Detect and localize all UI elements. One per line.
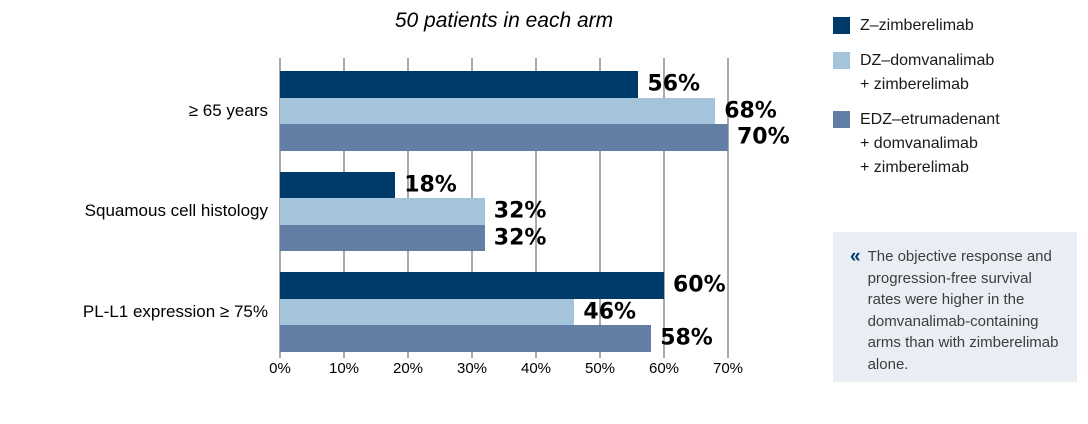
plot-area: 0% 10% 20% 30% 40% 50% 60% 70% 56% 68% 70% ≥ 65 yea…: [83, 58, 790, 377]
x-tick-label: 60%: [648, 360, 680, 377]
bar-value-label: 60%: [673, 272, 726, 298]
legend: Z–zimberelimab DZ–domvanalimab + zimbereli…: [833, 14, 1000, 191]
x-tick-label: 10%: [328, 360, 360, 377]
chart-title: 50 patients in each arm: [394, 9, 614, 32]
callout-box: « The objective response and progression…: [833, 232, 1077, 382]
bar: [280, 272, 664, 299]
bar-value-label: 18%: [404, 172, 457, 198]
legend-swatch-icon: [833, 52, 850, 69]
gridline: [599, 58, 601, 358]
x-tick-label: 30%: [456, 360, 488, 377]
bar: [280, 198, 485, 225]
x-tick-label: 70%: [712, 360, 744, 377]
quote-guillemet-icon: «: [850, 246, 861, 267]
bar-value-label: 46%: [583, 299, 637, 325]
x-tick-label: 50%: [584, 360, 616, 377]
legend-label-line: EDZ–etrumadenant: [860, 111, 1000, 128]
bar: [280, 325, 652, 352]
bar: [280, 124, 728, 151]
legend-label-line: DZ–domvanalimab: [860, 52, 995, 69]
legend-label-line: + zimberelimab: [860, 159, 969, 176]
bar-value-label: 32%: [493, 198, 547, 224]
bar-value-label: 68%: [724, 98, 777, 124]
legend-swatch-icon: [833, 17, 850, 34]
bar-value-label: 56%: [647, 71, 701, 97]
gridline: [663, 58, 665, 358]
x-tick-label: 40%: [520, 360, 552, 377]
category-label: ≥ 65 years: [188, 100, 268, 120]
legend-item: Z–zimberelimab: [833, 14, 1000, 38]
legend-item: DZ–domvanalimab + zimberelimab: [833, 49, 1000, 97]
bar-value-label: 58%: [660, 325, 713, 351]
gridline: [727, 58, 729, 358]
legend-label: DZ–domvanalimab + zimberelimab: [860, 49, 994, 97]
bar: [280, 298, 575, 325]
x-tick-label: 0%: [269, 360, 291, 377]
legend-label: Z–zimberelimab: [860, 14, 974, 38]
bar: [280, 97, 716, 124]
category-label: Squamous cell histology: [84, 201, 268, 221]
legend-label: EDZ–etrumadenant + domvanalimab + zimberel…: [860, 108, 1000, 180]
legend-swatch-icon: [833, 111, 850, 128]
bar: [280, 224, 485, 251]
x-tick-label: 20%: [392, 360, 424, 377]
callout-text: The objective response and progression-f…: [867, 248, 1059, 373]
bar: [280, 71, 639, 98]
category-label: PL-L1 expression ≥ 75%: [82, 301, 268, 321]
gridline: [535, 58, 537, 358]
legend-label-line: + domvanalimab: [860, 135, 978, 152]
legend-item: EDZ–etrumadenant + domvanalimab + zimberel…: [833, 108, 1000, 180]
legend-label-line: Z–zimberelimab: [860, 17, 974, 34]
bar-value-label: 32%: [493, 225, 547, 251]
bar-value-label: 70%: [737, 124, 790, 150]
bar: [280, 171, 396, 198]
legend-label-line: + zimberelimab: [860, 76, 969, 93]
